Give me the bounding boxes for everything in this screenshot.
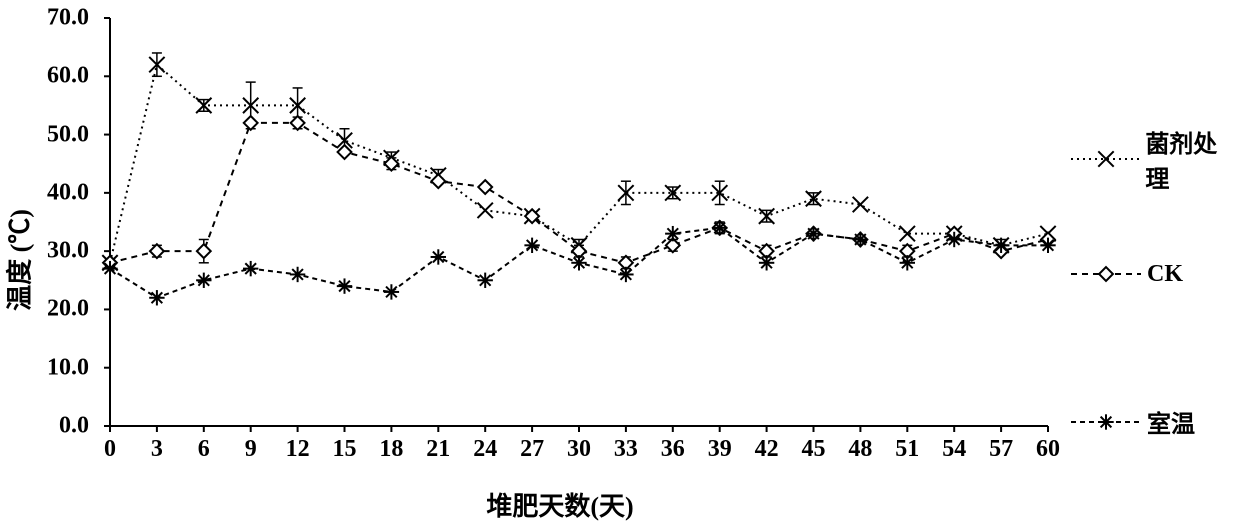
x-tick-label: 6 [198,436,210,463]
legend-label: 室温 [1147,404,1195,439]
chart-container: 温度 (℃) 堆肥天数(天) 0.010.020.030.040.050.060… [0,0,1239,525]
legend-entry: CK [1071,260,1183,288]
y-tick-label: 40.0 [47,179,89,206]
y-tick-label: 20.0 [47,296,89,323]
y-axis-label: 温度 (℃) [0,209,37,311]
x-tick-label: 54 [942,436,966,463]
x-tick-label: 0 [104,436,116,463]
y-tick-label: 70.0 [47,5,89,32]
legend-entry: 室温 [1071,404,1195,439]
x-tick-label: 12 [286,436,310,463]
y-tick-label: 0.0 [59,413,89,440]
x-tick-label: 48 [848,436,872,463]
x-tick-label: 24 [473,436,497,463]
x-tick-label: 27 [520,436,544,463]
x-tick-label: 9 [245,436,257,463]
x-tick-label: 18 [379,436,403,463]
x-tick-label: 15 [333,436,357,463]
x-tick-label: 60 [1036,436,1060,463]
x-tick-label: 30 [567,436,591,463]
x-tick-label: 3 [151,436,163,463]
x-tick-label: 51 [895,436,919,463]
y-tick-label: 30.0 [47,238,89,265]
legend-label: CK [1147,261,1183,288]
x-tick-label: 42 [755,436,779,463]
y-tick-label: 50.0 [47,121,89,148]
legend-entry: 菌剂处理 [1071,124,1239,194]
y-tick-label: 60.0 [47,63,89,90]
x-axis-label: 堆肥天数(天) [486,486,633,523]
x-tick-label: 57 [989,436,1013,463]
x-tick-label: 21 [426,436,450,463]
x-tick-label: 39 [708,436,732,463]
legend-label: 菌剂处理 [1145,124,1239,194]
x-tick-label: 33 [614,436,638,463]
y-tick-label: 10.0 [47,354,89,381]
x-tick-label: 36 [661,436,685,463]
x-tick-label: 45 [802,436,826,463]
